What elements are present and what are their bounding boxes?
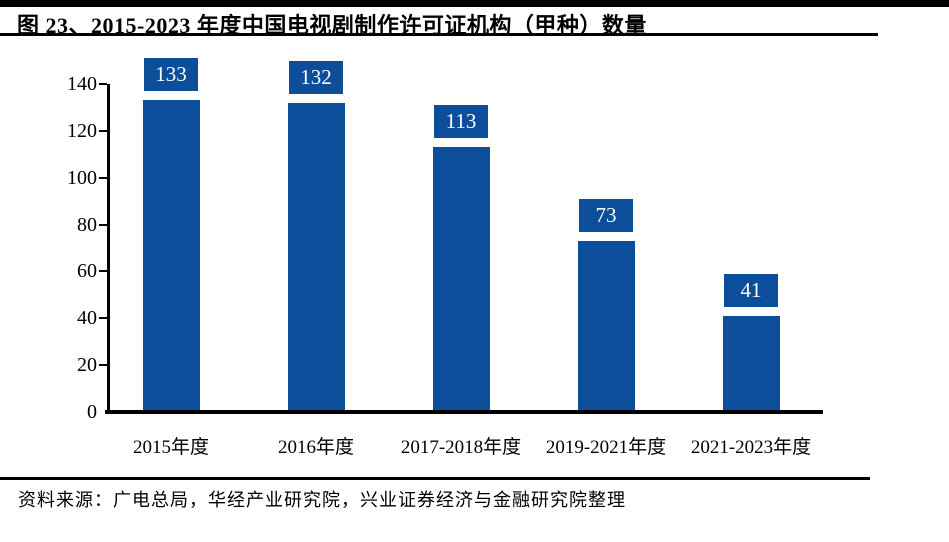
y-axis-tick-label: 20 [77,354,97,377]
title-underline [0,33,878,36]
y-axis-tick [99,129,107,132]
bar-value-badge: 73 [579,198,633,232]
source-note: 资料来源：广电总局，华经产业研究院，兴业证券经济与金融研究院整理 [18,490,626,510]
y-axis-tick [99,317,107,320]
y-axis-tick-label: 40 [77,307,97,330]
x-axis-label: 2017-2018年度 [400,437,522,458]
bar-value-badge: 133 [144,58,198,92]
bar-value-badge: 113 [434,105,488,139]
x-axis-line [105,410,823,414]
bar [577,240,635,410]
y-axis-tick-label: 140 [67,73,97,95]
x-axis-label: 2021-2023年度 [690,437,812,458]
footer-divider [0,477,870,480]
y-axis-tick [99,176,107,179]
top-border-bar [0,0,949,7]
x-axis-label: 2015年度 [132,437,209,458]
x-axis-label: 2019-2021年度 [545,437,667,458]
bar-value-badge: 41 [724,273,778,307]
bar [722,315,780,410]
bar [432,147,490,410]
y-axis-tick [99,270,107,273]
bar-value-badge: 132 [289,60,343,94]
y-axis-tick-label: 80 [77,213,97,236]
y-axis-tick [99,223,107,226]
y-axis-tick-label: 0 [87,401,97,423]
y-axis-tick-label: 100 [67,166,97,189]
y-axis-tick-label: 120 [67,119,97,142]
y-axis-tick [99,83,107,85]
y-axis-line [107,84,110,414]
x-axis-label: 2016年度 [277,437,354,458]
y-axis-tick-label: 60 [77,260,97,283]
bar [287,102,345,410]
y-axis-tick [99,364,107,367]
bar [142,100,200,410]
